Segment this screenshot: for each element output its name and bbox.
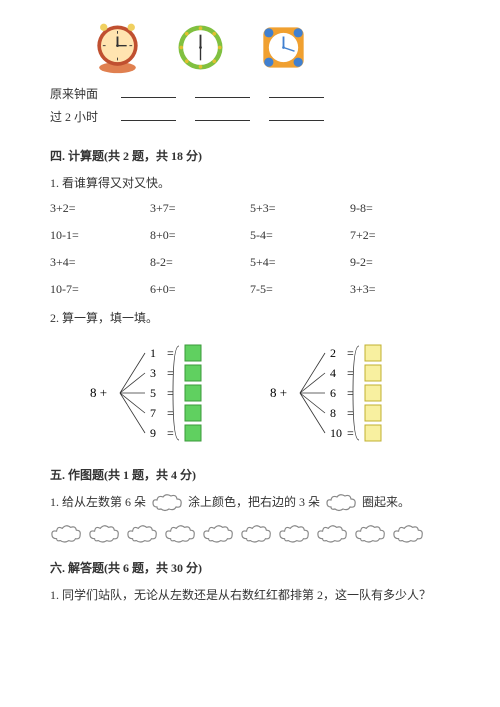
svg-text:8 +: 8 +: [270, 385, 287, 400]
cloud-icon: [126, 523, 158, 545]
svg-text:=: =: [167, 346, 174, 360]
svg-text:5: 5: [150, 386, 156, 400]
svg-text:4: 4: [330, 366, 336, 380]
branch-right: 8 +2=4=6=8=10=: [260, 338, 410, 448]
fill-row-1: 原来钟面: [50, 83, 450, 106]
cloud-icon: [164, 523, 196, 545]
svg-text:=: =: [167, 426, 174, 440]
arith-cell: 10-1=: [50, 228, 150, 243]
arith-cell: 3+4=: [50, 255, 150, 270]
svg-text:10: 10: [330, 426, 342, 440]
clock-3: [256, 20, 311, 75]
arith-cell: 5+4=: [250, 255, 350, 270]
arith-cell: 5+3=: [250, 201, 350, 216]
branch-diagrams: 8 +1=3=5=7=9= 8 +2=4=6=8=10=: [80, 338, 450, 448]
fill-lines: 原来钟面 过 2 小时: [50, 83, 450, 129]
q1-part-c: 圈起来。: [362, 495, 410, 509]
blank[interactable]: [269, 120, 324, 121]
svg-text:2: 2: [330, 346, 336, 360]
cloud-icon: [88, 523, 120, 545]
arith-cell: 6+0=: [150, 282, 250, 297]
svg-text:8 +: 8 +: [90, 385, 107, 400]
svg-text:7: 7: [150, 406, 156, 420]
arith-cell: 3+2=: [50, 201, 150, 216]
fill-row-2: 过 2 小时: [50, 106, 450, 129]
arith-cell: 8-2=: [150, 255, 250, 270]
section4-q1: 1. 看谁算得又对又快。: [50, 174, 450, 191]
clock-1: [90, 20, 145, 75]
clouds-row: [50, 523, 450, 545]
arith-cell: 10-7=: [50, 282, 150, 297]
arith-cell: 7+2=: [350, 228, 450, 243]
fill-label-1: 原来钟面: [50, 83, 110, 106]
cloud-icon: [325, 493, 357, 513]
clock-2: [173, 20, 228, 75]
cloud-icon: [50, 523, 82, 545]
svg-text:9: 9: [150, 426, 156, 440]
arith-cell: 3+3=: [350, 282, 450, 297]
q1-part-a: 1. 给从左数第 6 朵: [50, 495, 146, 509]
svg-text:3: 3: [150, 366, 156, 380]
blank[interactable]: [121, 97, 176, 98]
arith-cell: 3+7=: [150, 201, 250, 216]
arith-cell: 8+0=: [150, 228, 250, 243]
blank[interactable]: [121, 120, 176, 121]
cloud-icon: [151, 493, 183, 513]
cloud-icon: [316, 523, 348, 545]
section6-title: 六. 解答题(共 6 题，共 30 分): [50, 559, 450, 576]
cloud-icon: [278, 523, 310, 545]
section5-q1: 1. 给从左数第 6 朵 涂上颜色，把右边的 3 朵 圈起来。: [50, 493, 450, 513]
blank[interactable]: [269, 97, 324, 98]
svg-text:1: 1: [150, 346, 156, 360]
section6-q1: 1. 同学们站队，无论从左数还是从右数红红都排第 2，这一队有多少人？: [50, 586, 450, 603]
svg-text:8: 8: [330, 406, 336, 420]
arith-grid: 3+2=3+7=5+3=9-8= 10-1=8+0=5-4=7+2= 3+4=8-2…: [50, 201, 450, 297]
section5-title: 五. 作图题(共 1 题，共 4 分): [50, 466, 450, 483]
q1-part-b: 涂上颜色，把右边的 3 朵: [188, 495, 320, 509]
clocks-row: [90, 20, 450, 75]
svg-text:=: =: [347, 346, 354, 360]
cloud-icon: [392, 523, 424, 545]
section4-title: 四. 计算题(共 2 题，共 18 分): [50, 147, 450, 164]
arith-cell: 9-8=: [350, 201, 450, 216]
cloud-icon: [354, 523, 386, 545]
arith-cell: 7-5=: [250, 282, 350, 297]
blank[interactable]: [195, 97, 250, 98]
arith-cell: 5-4=: [250, 228, 350, 243]
section4-q2: 2. 算一算，填一填。: [50, 309, 450, 326]
cloud-icon: [240, 523, 272, 545]
arith-cell: 9-2=: [350, 255, 450, 270]
fill-label-2: 过 2 小时: [50, 106, 110, 129]
cloud-icon: [202, 523, 234, 545]
svg-text:=: =: [347, 426, 354, 440]
blank[interactable]: [195, 120, 250, 121]
branch-left: 8 +1=3=5=7=9=: [80, 338, 230, 448]
svg-text:6: 6: [330, 386, 336, 400]
